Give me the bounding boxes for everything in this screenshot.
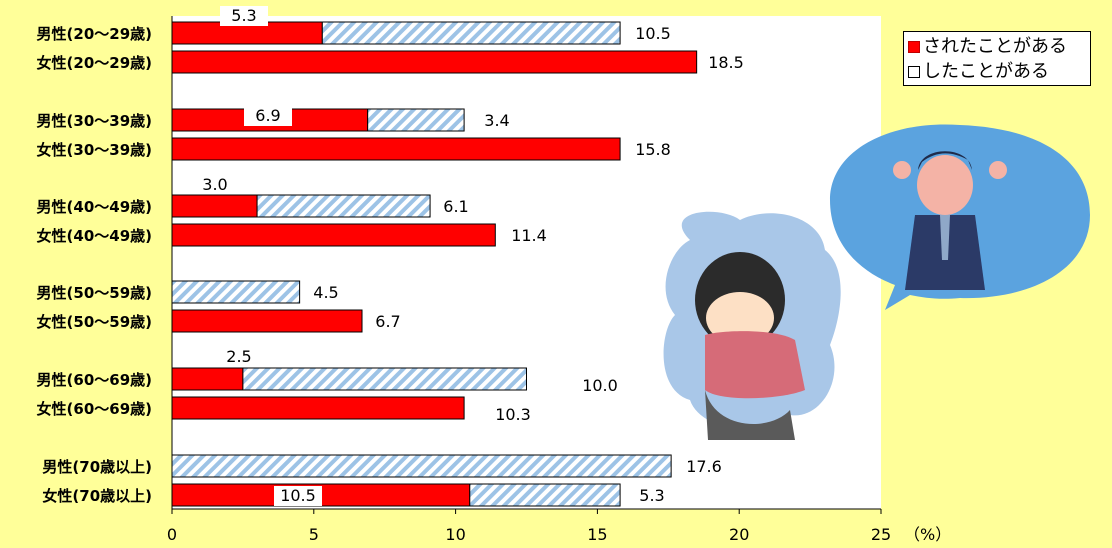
value-label: 10.3 <box>495 405 531 424</box>
value-label: 6.1 <box>443 197 468 216</box>
category-label: 女性(40～49歳) <box>37 227 152 245</box>
value-label: 2.5 <box>226 347 251 366</box>
value-label: 6.9 <box>255 106 280 125</box>
bar-done <box>256 194 431 218</box>
x-tick-label: 0 <box>167 525 177 544</box>
bar-received <box>171 137 621 161</box>
illustrations <box>663 124 1090 440</box>
value-label: 17.6 <box>686 457 722 476</box>
bar-received <box>171 309 363 333</box>
x-tick-label: 25 <box>871 525 891 544</box>
category-label: 男性(20～29歳) <box>37 25 152 43</box>
x-unit-label: （%） <box>904 525 951 544</box>
legend-swatch-red <box>908 40 920 53</box>
bar-done <box>242 367 527 391</box>
value-label-bg <box>220 6 268 26</box>
bar-received <box>171 396 465 420</box>
category-label: 女性(70歳以上) <box>42 487 152 505</box>
bar-received <box>171 194 258 218</box>
value-label: 10.0 <box>582 376 618 395</box>
value-label: 15.8 <box>635 140 671 159</box>
category-label: 女性(50～59歳) <box>37 313 152 331</box>
x-axis: 0 5 10 15 20 25 <box>167 508 891 544</box>
sad-woman-illustration <box>663 211 841 440</box>
value-label: 4.5 <box>313 283 338 302</box>
category-label: 女性(60～69歳) <box>37 400 152 418</box>
value-label: 3.4 <box>484 111 509 130</box>
legend-item-done: したことがある <box>908 59 1086 84</box>
value-label: 3.0 <box>202 175 227 194</box>
category-label: 男性(70歳以上) <box>42 458 152 476</box>
bar-done <box>469 483 621 507</box>
x-tick-label: 15 <box>587 525 607 544</box>
category-label: 男性(40～49歳) <box>37 198 152 216</box>
category-label: 男性(60～69歳) <box>37 371 152 389</box>
value-label-bg <box>274 486 322 506</box>
value-label: 10.5 <box>280 486 316 505</box>
category-label: 男性(50～59歳) <box>37 284 152 302</box>
value-labels: 5.3 10.5 18.5 6.9 3.4 15.8 3.0 6.1 11.4 4.5 6.7 2.5… <box>202 6 744 506</box>
category-label: 男性(30～39歳) <box>37 112 152 130</box>
x-tick-label: 10 <box>445 525 465 544</box>
value-label: 10.5 <box>635 24 671 43</box>
angry-man-speech-bubble <box>830 124 1090 311</box>
value-label: 5.3 <box>231 6 256 25</box>
bars <box>171 21 698 507</box>
legend-label-done: したことがある <box>923 61 1049 82</box>
value-label: 11.4 <box>511 226 547 245</box>
value-label: 5.3 <box>639 486 664 505</box>
value-label: 18.5 <box>708 53 744 72</box>
category-labels: 男性(20～29歳) 女性(20～29歳) 男性(30～39歳) 女性(30～39歳)… <box>37 25 152 505</box>
bar-done <box>321 21 621 45</box>
legend: されたことがある したことがある <box>903 31 1091 86</box>
value-label: 6.7 <box>375 312 400 331</box>
bar-received <box>171 223 496 247</box>
bar-done <box>367 108 465 132</box>
x-tick-label: 5 <box>309 525 319 544</box>
value-label-bg <box>244 106 292 126</box>
legend-label-received: されたことがある <box>923 36 1067 57</box>
bar-received <box>171 50 698 74</box>
category-label: 女性(30～39歳) <box>37 141 152 159</box>
bar-done <box>171 454 672 478</box>
category-label: 女性(20～29歳) <box>37 54 152 72</box>
bar-done <box>171 280 301 304</box>
bar-received <box>171 367 244 391</box>
legend-item-received: されたことがある <box>908 34 1086 59</box>
legend-swatch-white <box>908 65 920 78</box>
x-tick-label: 20 <box>729 525 749 544</box>
